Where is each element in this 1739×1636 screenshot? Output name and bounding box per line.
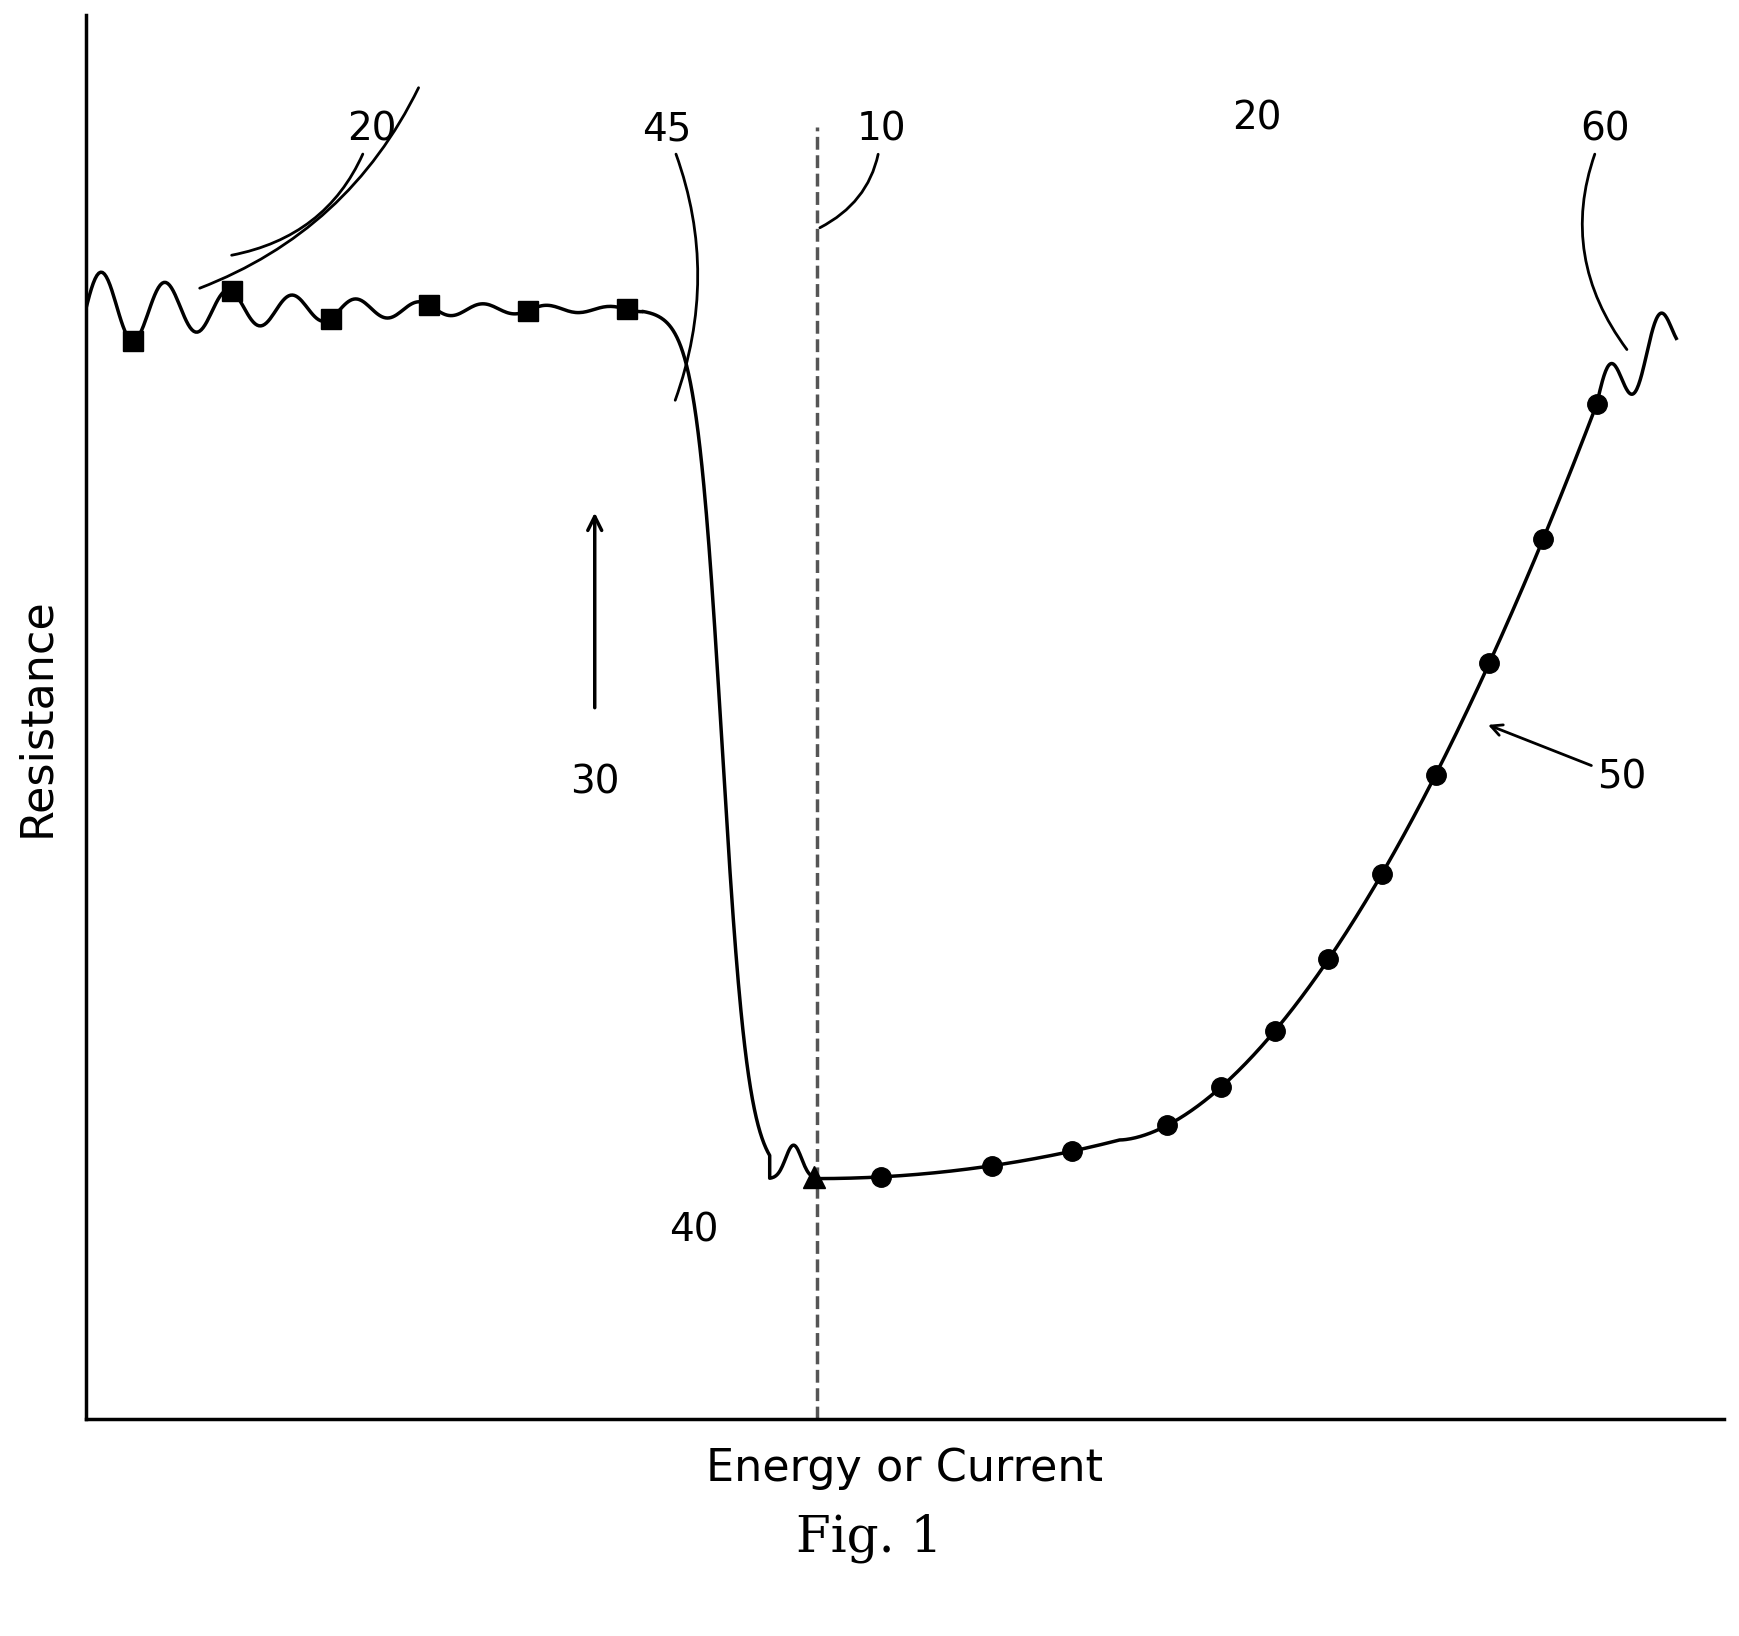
Text: 40: 40 (670, 1212, 718, 1250)
Text: 60: 60 (1581, 111, 1629, 350)
Text: 20: 20 (231, 111, 396, 255)
Text: 45: 45 (642, 111, 697, 401)
Text: 20: 20 (1233, 100, 1282, 137)
Text: 10: 10 (819, 111, 906, 227)
Text: Fig. 1: Fig. 1 (796, 1513, 943, 1562)
Text: 50: 50 (1490, 725, 1647, 797)
Text: 30: 30 (570, 764, 619, 802)
Y-axis label: Resistance: Resistance (16, 597, 57, 838)
X-axis label: Energy or Current: Energy or Current (706, 1448, 1104, 1490)
